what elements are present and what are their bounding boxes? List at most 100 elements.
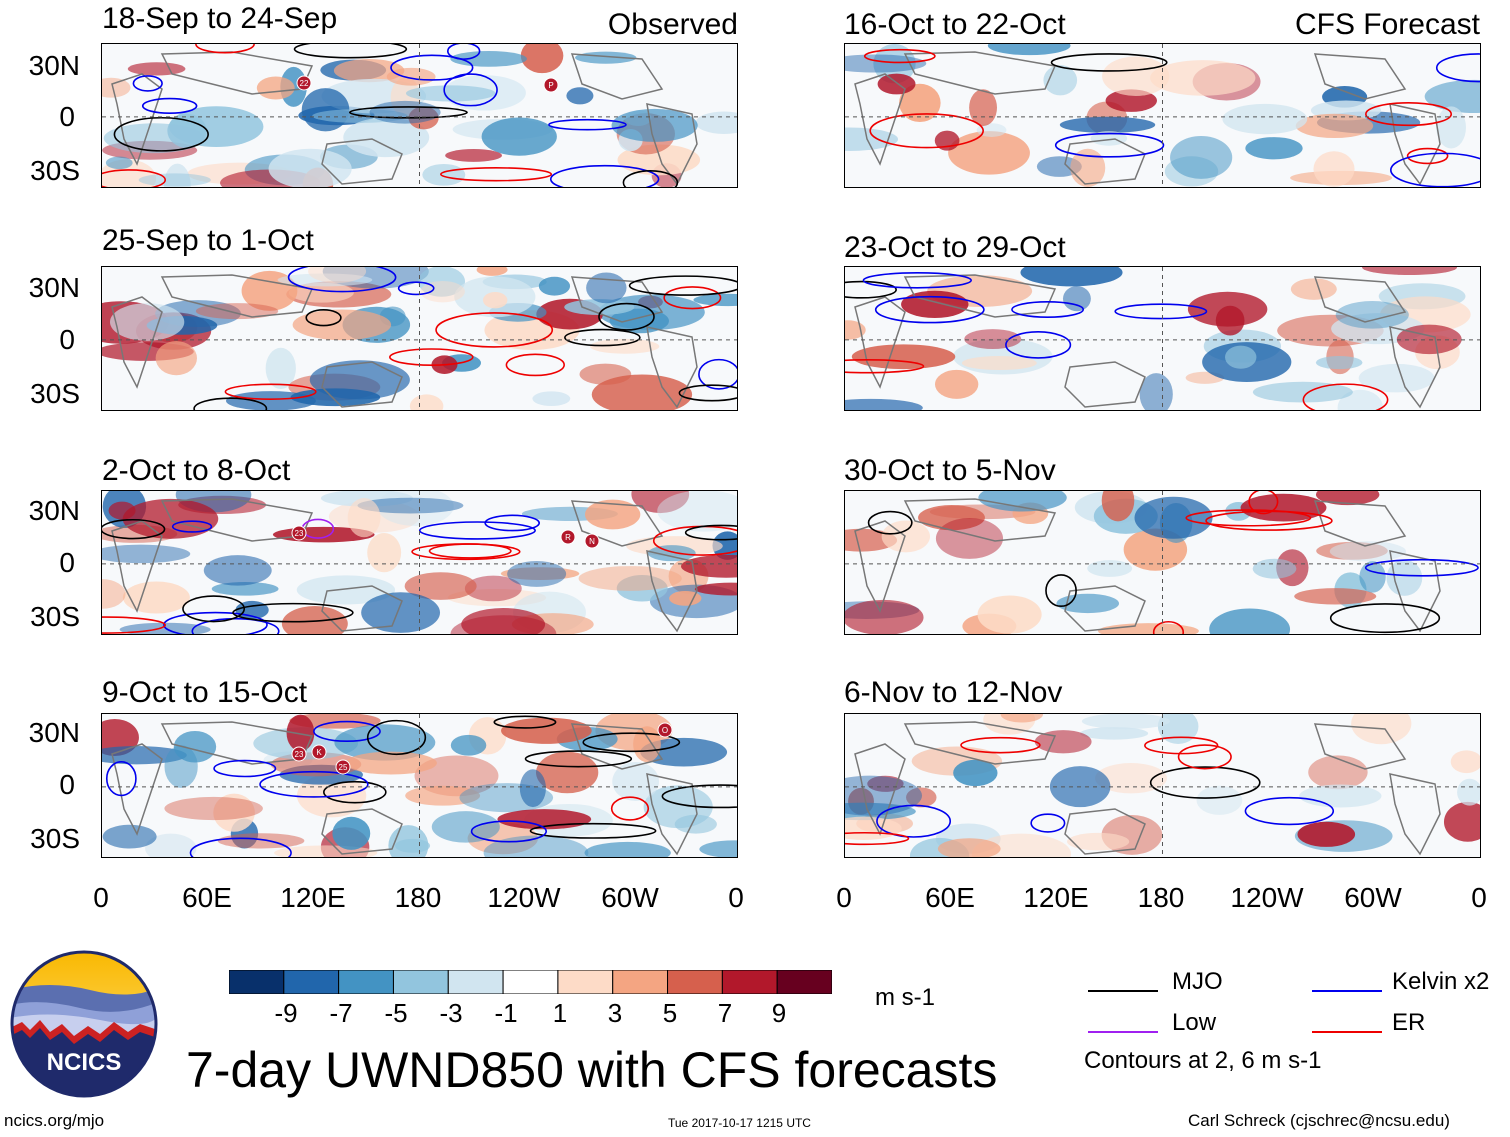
contour-line [428,543,512,559]
wind-anomaly-blob [109,303,185,341]
wind-anomaly-blob [1362,267,1457,275]
wind-anomaly-blob [961,356,1037,371]
contour-line [484,514,541,532]
wind-anomaly-blob [532,391,571,407]
wind-anomaly-blob [507,561,567,587]
storm-marker: N [584,532,600,555]
contour-line [191,617,280,634]
lat-label-30n: 30N [28,50,80,81]
map-panel-5 [844,43,1481,188]
storm-label: 25 [339,763,348,772]
wind-anomaly-blob [211,582,279,596]
wind-anomaly-blob [1240,493,1327,522]
wind-anomaly-blob [226,391,316,410]
wind-anomaly-blob [308,267,367,283]
coastline [111,520,163,613]
wind-anomaly-blob [431,811,500,843]
contour-line [876,804,952,838]
wind-anomaly-blob [164,163,191,187]
contour-line [549,164,660,187]
wind-anomaly-blob [566,87,594,105]
colorbar-swatch [447,969,504,995]
contour-line [1390,152,1480,187]
wind-anomaly-blob [105,156,133,170]
contour-line [470,820,547,843]
wind-anomaly-blob [404,572,477,600]
wind-anomaly-blob [1090,131,1128,146]
contour-line [505,353,565,377]
colorbar [228,969,833,995]
colorbar-swatch [228,969,285,995]
wind-anomaly-blob [948,131,1030,175]
wind-anomaly-blob [1222,103,1308,135]
contour-line [529,822,657,839]
wind-anomaly-blob [345,751,437,775]
map-panel-8 [844,713,1481,858]
wind-anomaly-blob [964,329,1022,350]
storm-marker: 23 [291,524,307,547]
wind-anomaly-blob [1386,559,1423,596]
wind-anomaly-blob [851,344,956,370]
wind-anomaly-blob [1396,324,1462,355]
contour-line [446,44,481,60]
wind-anomaly-blob [281,606,348,634]
wind-anomaly-blob [1095,763,1167,794]
contour-line [1205,510,1333,531]
wind-anomaly-blob [901,290,969,319]
wind-anomaly-blob [333,58,405,83]
contour-line [323,780,387,804]
wind-anomaly-blob [296,575,396,605]
wind-anomaly-blob [155,341,197,376]
wind-anomaly-blob [1139,373,1173,410]
contour-line [1364,558,1479,577]
wind-anomaly-blob [361,592,441,633]
contour-line [622,170,679,187]
wind-anomaly-blob [1170,135,1233,179]
wind-anomaly-blob [102,824,157,849]
lon-label: 60E [925,882,975,913]
wind-anomaly-blob [694,582,737,596]
contour-line [698,358,737,390]
wind-anomaly-blob [674,814,717,834]
wind-anomaly-blob [1079,727,1149,740]
contour-line [874,295,985,324]
lat-label-30s: 30S [30,155,80,186]
wind-anomaly-blob [127,62,186,76]
wind-anomaly-blob [1036,156,1082,177]
low-legend-label: Low [1172,1009,1217,1036]
wind-anomaly-blob [420,280,465,303]
lat-label-eq: 0 [59,769,75,800]
storm-marker: O [657,721,673,744]
storm-marker: K [311,743,327,766]
lon-label: 60W [601,882,659,913]
contour-line [348,106,468,119]
footer-url: ncics.org/mjo [4,1111,105,1130]
wind-anomaly-blob [1252,558,1297,579]
contour-line [524,750,633,768]
panel-title-2: 25-Sep to 1-Oct [102,224,314,257]
wind-anomaly-blob [309,360,410,400]
storm-label: K [316,748,322,757]
contour-line [610,796,650,821]
wind-anomaly-blob [578,566,682,591]
colorbar-tick: 9 [771,998,787,1028]
contour-line [440,167,553,182]
wind-anomaly-blob [195,303,279,320]
wind-anomaly-blob [631,491,690,514]
low-legend-line [1088,1021,1158,1033]
coastline [160,51,314,95]
wind-anomaly-blob [877,73,916,95]
wind-anomaly-blob [501,717,592,744]
wind-anomaly-blob [1034,730,1092,754]
coastline [903,51,1057,95]
coastline [1064,138,1146,185]
panel-title-1: 18-Sep to 24-Sep [102,2,338,35]
colorbar-swatch [338,969,394,995]
lon-label: 0 [728,882,744,913]
wind-anomaly-blob [953,759,998,787]
storm-label: R [565,533,571,542]
wind-anomaly-blob [681,554,737,578]
wind-anomaly-blob [1225,345,1257,369]
coastline [570,276,664,323]
wind-anomaly-blob [481,117,557,156]
